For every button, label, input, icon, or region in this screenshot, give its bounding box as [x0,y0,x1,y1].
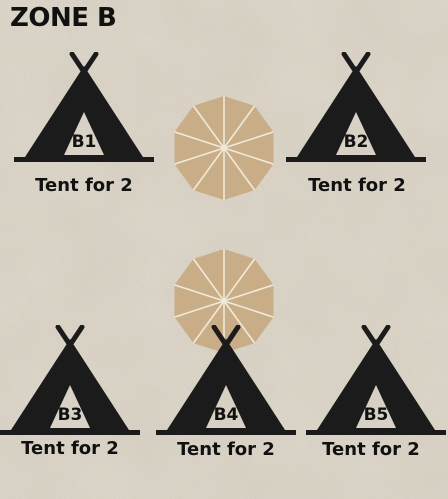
tent-icon [306,325,446,435]
umbrella-icon [168,245,280,357]
zone-title: ZONE B [10,3,117,33]
tent-label: B3 [57,405,83,425]
tent-icon [14,52,154,162]
tent-icon [0,325,140,435]
tent-b2[interactable]: B2 [286,52,426,164]
tent-icon [286,52,426,162]
tent-icon [156,325,296,435]
tent-b4[interactable]: B4 [156,325,296,437]
tent-label: B5 [363,405,389,425]
tent-label: B1 [71,132,97,152]
tent-label: B4 [213,405,239,425]
tent-b5[interactable]: B5 [306,325,446,437]
tent-caption: Tent for 2 [21,438,119,459]
tent-caption: Tent for 2 [35,175,133,196]
umbrella-icon [168,92,280,204]
tent-caption: Tent for 2 [177,439,275,460]
tent-caption: Tent for 2 [308,175,406,196]
tent-label: B2 [343,132,369,152]
tent-caption: Tent for 2 [322,439,420,460]
tent-b1[interactable]: B1 [14,52,154,164]
tent-b3[interactable]: B3 [0,325,140,437]
